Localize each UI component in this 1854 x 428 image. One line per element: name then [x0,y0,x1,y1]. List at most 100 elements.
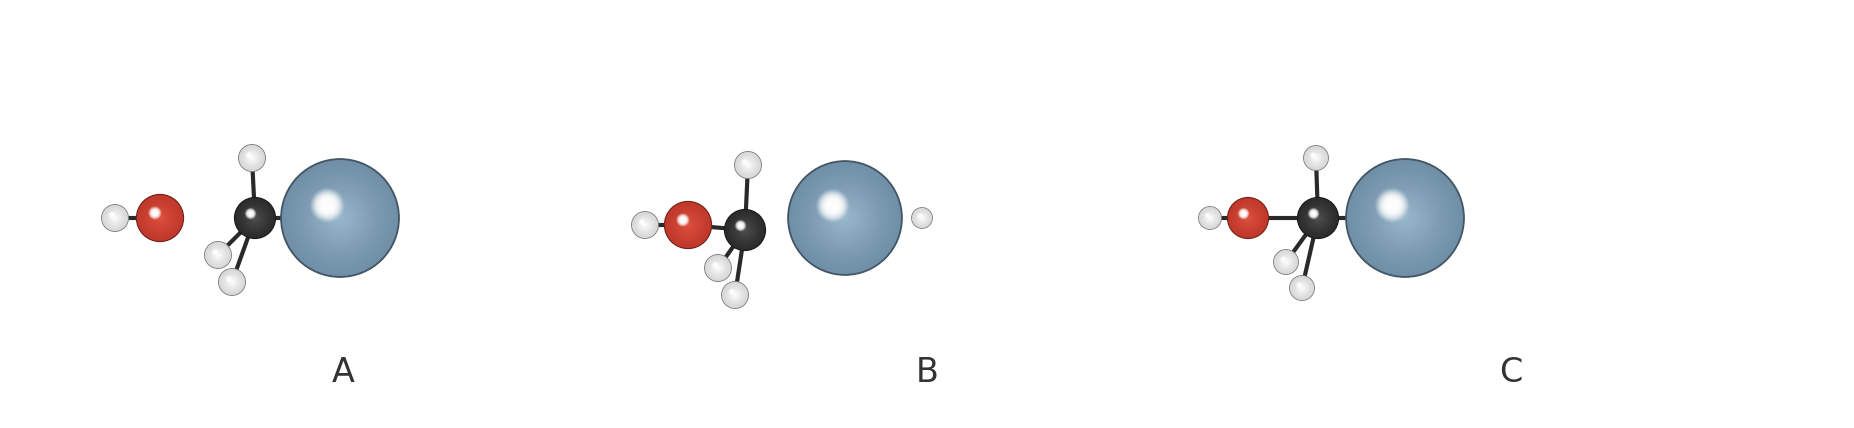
Circle shape [712,262,725,274]
Circle shape [736,153,760,177]
Circle shape [1296,282,1302,288]
Circle shape [717,267,719,269]
Circle shape [679,216,688,224]
Circle shape [248,154,250,156]
Circle shape [1353,166,1457,270]
Circle shape [727,286,743,304]
Circle shape [326,205,352,231]
Circle shape [730,290,734,294]
Circle shape [636,216,654,235]
Circle shape [1209,216,1213,220]
Circle shape [291,169,389,268]
Circle shape [714,264,723,272]
Circle shape [705,256,730,281]
Circle shape [677,214,688,226]
Circle shape [810,183,881,253]
Circle shape [1309,150,1324,166]
Circle shape [245,150,260,166]
Circle shape [679,215,699,235]
Circle shape [219,270,245,294]
Circle shape [732,293,736,297]
Circle shape [743,228,747,232]
Circle shape [247,211,263,226]
Circle shape [829,202,836,209]
Circle shape [806,179,884,257]
Circle shape [1311,211,1326,225]
Circle shape [243,148,261,168]
Circle shape [641,223,647,228]
Circle shape [150,208,159,218]
Circle shape [710,261,725,276]
Circle shape [215,253,221,257]
Circle shape [1296,283,1302,288]
Circle shape [213,250,217,254]
Circle shape [252,215,258,221]
Circle shape [677,214,690,226]
Circle shape [1200,208,1220,228]
Circle shape [308,186,373,250]
Circle shape [914,211,929,225]
Circle shape [1203,211,1216,225]
Circle shape [300,179,380,257]
Circle shape [682,219,684,221]
Circle shape [640,219,651,231]
Circle shape [729,289,742,301]
Circle shape [736,221,745,230]
Circle shape [1305,205,1331,231]
Circle shape [1246,216,1250,220]
Circle shape [1316,217,1320,220]
Circle shape [1305,205,1331,232]
Circle shape [313,190,367,246]
Circle shape [243,205,267,231]
Circle shape [248,212,252,216]
Circle shape [1290,277,1313,299]
Circle shape [844,217,847,220]
Circle shape [641,221,649,229]
Circle shape [152,211,167,226]
Circle shape [154,211,167,225]
Circle shape [712,263,717,268]
Circle shape [104,207,126,229]
Circle shape [1305,206,1329,230]
Circle shape [714,265,721,272]
Circle shape [1229,199,1268,238]
Circle shape [1242,212,1244,215]
Circle shape [736,221,745,230]
Circle shape [315,194,339,217]
Circle shape [232,281,234,283]
Circle shape [716,266,719,270]
Circle shape [743,161,745,163]
Circle shape [1303,203,1333,233]
Circle shape [336,214,345,223]
Circle shape [139,197,182,239]
Circle shape [1281,257,1292,268]
Circle shape [679,215,688,225]
Circle shape [226,276,237,288]
Circle shape [315,193,365,243]
Circle shape [640,220,643,224]
Circle shape [237,199,274,237]
Circle shape [1283,259,1289,265]
Circle shape [638,218,645,226]
Circle shape [725,285,745,305]
Circle shape [146,204,174,232]
Circle shape [104,207,126,229]
Circle shape [1298,283,1307,293]
Circle shape [224,275,234,283]
Circle shape [640,220,645,225]
Circle shape [912,208,933,228]
Circle shape [1233,202,1263,234]
Circle shape [1200,207,1222,229]
Circle shape [1379,192,1405,218]
Circle shape [638,217,653,233]
Circle shape [1350,163,1461,273]
Circle shape [729,288,736,296]
Circle shape [1300,285,1305,291]
Circle shape [736,154,758,176]
Circle shape [221,270,245,294]
Circle shape [1313,155,1320,161]
Circle shape [918,214,921,218]
Circle shape [1309,208,1327,228]
Circle shape [241,205,269,232]
Circle shape [677,214,699,236]
